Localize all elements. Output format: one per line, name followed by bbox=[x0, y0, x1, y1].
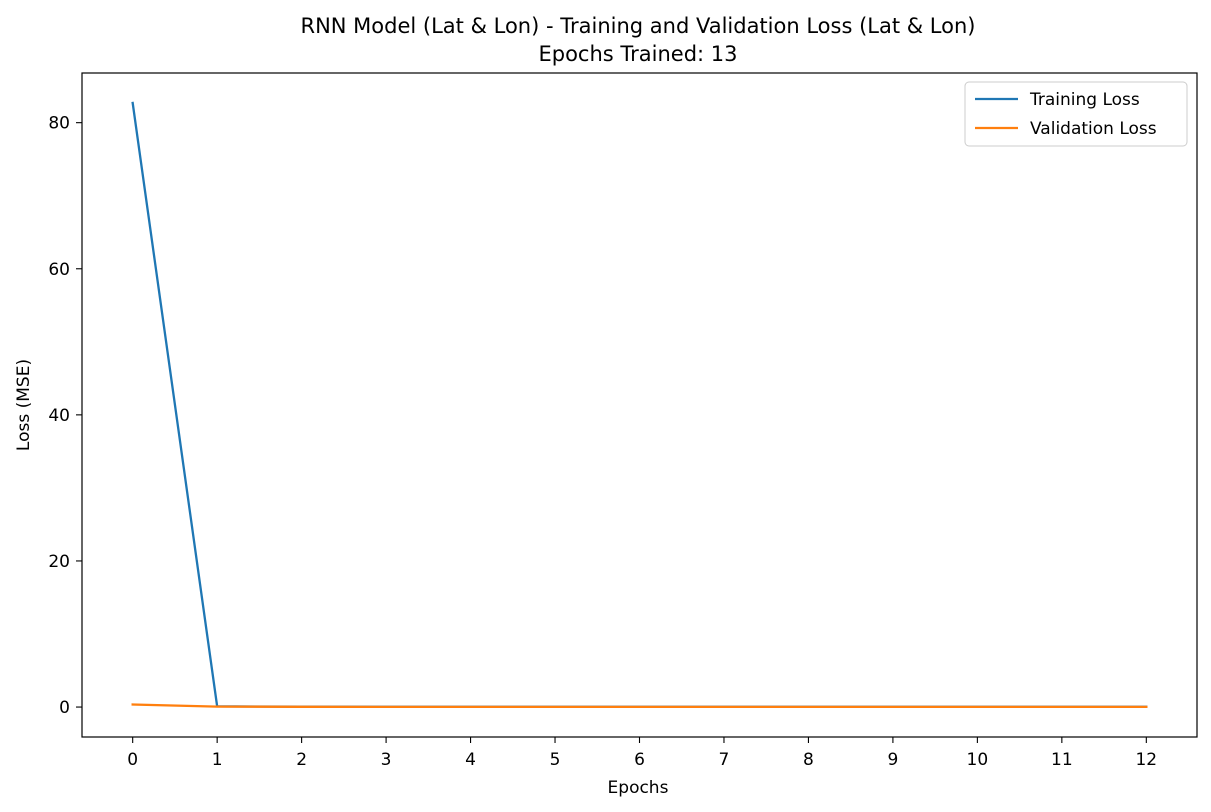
x-tick-label: 7 bbox=[719, 750, 730, 770]
y-tick-label: 40 bbox=[48, 406, 70, 426]
x-tick-label: 2 bbox=[296, 750, 307, 770]
x-tick-label: 4 bbox=[465, 750, 476, 770]
x-tick-label: 9 bbox=[887, 750, 898, 770]
y-tick-label: 0 bbox=[59, 698, 70, 718]
chart-title: RNN Model (Lat & Lon) - Training and Val… bbox=[301, 14, 976, 38]
x-tick-label: 10 bbox=[967, 750, 989, 770]
chart-subtitle: Epochs Trained: 13 bbox=[538, 42, 737, 66]
x-tick-label: 0 bbox=[127, 750, 138, 770]
y-axis-label: Loss (MSE) bbox=[14, 359, 34, 451]
x-tick-label: 1 bbox=[212, 750, 223, 770]
x-tick-label: 12 bbox=[1135, 750, 1157, 770]
legend-label-training-loss: Training Loss bbox=[1029, 90, 1140, 110]
x-tick-label: 5 bbox=[550, 750, 561, 770]
legend: Training Loss Validation Loss bbox=[965, 82, 1187, 146]
x-tick-label: 3 bbox=[381, 750, 392, 770]
x-tick-label: 8 bbox=[803, 750, 814, 770]
x-tick-label: 6 bbox=[634, 750, 645, 770]
x-axis-label: Epochs bbox=[608, 778, 669, 798]
x-tick-label: 11 bbox=[1051, 750, 1073, 770]
y-tick-label: 20 bbox=[48, 552, 70, 572]
y-tick-label: 60 bbox=[48, 260, 70, 280]
y-tick-label: 80 bbox=[48, 114, 70, 134]
legend-label-validation-loss: Validation Loss bbox=[1030, 119, 1157, 139]
